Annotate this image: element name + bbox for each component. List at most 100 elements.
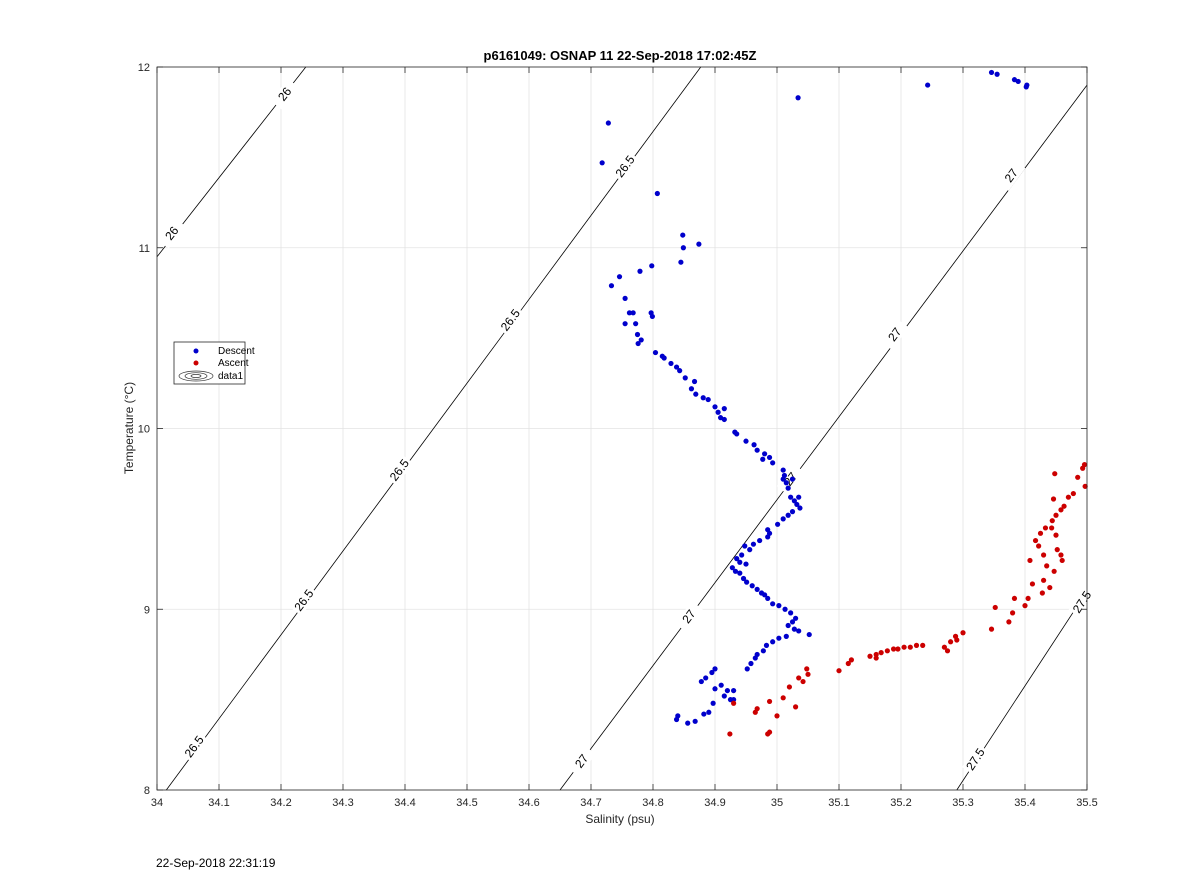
x-tick-label: 35.4 [1014,797,1035,809]
y-axis-label: Temperature (°C) [122,382,136,474]
descent-point [654,190,660,197]
descent-point [685,720,691,726]
contour-label-bg [567,745,596,777]
ascent-point [1022,603,1028,609]
descent-point [776,603,782,609]
descent-point [780,516,786,522]
ascent-point [992,604,998,611]
descent-point [673,364,680,370]
ascent-point [954,637,960,643]
ascent-point [1058,507,1064,513]
descent-point [734,556,740,562]
descent-point [701,711,707,717]
descent-point [754,586,760,592]
descent-point [638,337,644,343]
descent-point [668,360,674,367]
descent-point [649,263,655,269]
y-tick-label: 9 [144,604,150,616]
legend-contour-icon [178,370,214,382]
x-tick-label: 34.3 [332,797,353,809]
descent-point [691,378,698,385]
x-tick-label: 34.6 [518,797,539,809]
descent-point [988,69,995,76]
ascent-point [1053,512,1059,518]
descent-point [739,552,745,558]
descent-point [770,460,776,466]
ascent-point [1082,483,1088,489]
ascent-point [1027,557,1033,564]
descent-point [751,442,757,448]
descent-point [793,615,799,621]
descent-point [791,626,797,632]
descent-point [796,628,802,634]
ascent-point [895,646,901,652]
ascent-point [1050,496,1057,502]
ascent-point [867,653,873,659]
ascent-point [1041,552,1047,558]
contour-label-bg [157,217,187,249]
y-tick-label: 8 [144,785,150,797]
descent-point [622,295,628,301]
ascent-point [1075,474,1081,480]
contour-label-bg [880,319,909,350]
descent-point [740,575,747,582]
contour-label-bg [289,584,318,616]
descent-point [649,313,655,320]
contour-label-bg [961,743,989,775]
chart-title: p6161049: OSNAP 11 22-Sep-2018 17:02:45Z [484,48,757,63]
x-tick-label: 34.4 [394,797,415,809]
descent-point [599,160,605,166]
descent-point [763,642,770,649]
descent-point [721,416,727,423]
data-points [599,69,1088,737]
descent-point [783,480,789,486]
descent-point [731,697,737,703]
descent-point [712,686,718,692]
x-tick-label: 34.8 [642,797,663,809]
descent-point [750,541,757,547]
descent-point [724,687,731,694]
descent-point [925,82,931,88]
descent-point [652,349,659,356]
contour-label-bg [270,78,299,110]
descent-point [677,368,683,374]
ascent-point [752,709,758,715]
ascent-point [774,713,780,719]
descent-point [742,543,748,549]
ascent-point [920,642,926,649]
descent-point [762,451,768,457]
descent-point [700,395,706,401]
ascent-point [765,731,771,737]
descent-point [743,438,749,444]
descent-point [785,485,791,491]
ascent-point [766,698,773,705]
descent-point [732,568,739,574]
descent-point [762,592,768,598]
descent-point [626,310,633,316]
descent-point [785,622,791,629]
contour-label-bg [997,160,1026,191]
x-axis-label: Salinity (psu) [585,812,654,826]
ascent-point [1010,610,1016,616]
ascent-point [1051,568,1057,574]
ascent-point [948,639,954,645]
legend-marker-descent [193,348,199,354]
ascent-point [1054,547,1060,553]
descent-point [785,512,791,518]
descent-point [661,355,667,361]
x-tick-label: 35.2 [890,797,911,809]
descent-point [789,619,796,625]
descent-point [712,404,718,410]
descent-point [765,595,771,602]
descent-point [705,396,711,403]
descent-point [775,521,781,527]
x-tick-label: 35.5 [1076,797,1097,809]
descent-point [635,340,641,347]
ascent-point [873,655,879,661]
x-tick-label: 34 [151,797,163,809]
descent-point [718,682,724,688]
ascent-point [804,666,810,672]
ascent-point [944,648,951,654]
y-tick-label: 11 [139,243,150,255]
